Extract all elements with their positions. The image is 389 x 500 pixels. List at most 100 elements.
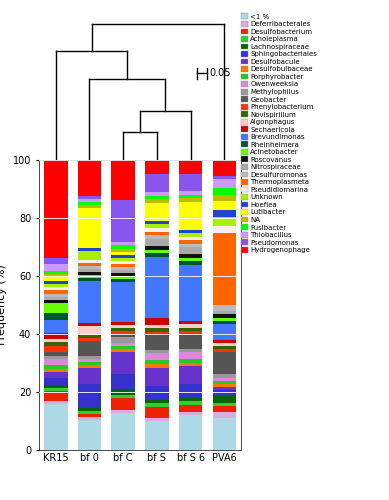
Bar [179, 262, 202, 265]
Bar [212, 390, 236, 396]
Bar [111, 328, 135, 331]
Bar [145, 364, 169, 368]
Bar [145, 336, 169, 350]
Bar [44, 313, 68, 320]
Bar [111, 264, 135, 267]
Bar [44, 378, 68, 385]
Bar [111, 273, 135, 276]
Bar [179, 160, 202, 174]
Bar [111, 279, 135, 282]
Bar [111, 248, 135, 252]
Bar [179, 234, 202, 237]
Bar [212, 179, 236, 188]
Bar [44, 160, 68, 258]
Bar [78, 368, 101, 384]
Bar [212, 305, 236, 312]
Bar [78, 414, 101, 417]
Bar [145, 418, 169, 422]
Bar [78, 362, 101, 366]
Bar [145, 404, 169, 407]
Bar [145, 239, 169, 246]
Bar [78, 335, 101, 338]
Bar [78, 356, 101, 360]
Bar [111, 252, 135, 254]
Bar [212, 402, 236, 406]
Bar [111, 254, 135, 258]
Bar [44, 346, 68, 352]
Text: 0.05: 0.05 [209, 68, 231, 78]
Bar [111, 267, 135, 270]
Bar [212, 343, 236, 346]
Bar [78, 384, 101, 407]
Bar [111, 389, 135, 395]
Bar [179, 240, 202, 244]
Bar [212, 321, 236, 324]
Bar [78, 408, 101, 410]
Bar [145, 368, 169, 386]
Y-axis label: Frequency (%): Frequency (%) [0, 264, 7, 345]
Bar [44, 300, 68, 304]
Bar [44, 320, 68, 332]
Bar [179, 254, 202, 258]
Bar [78, 160, 101, 196]
Bar [212, 340, 236, 343]
Bar [111, 322, 135, 325]
Bar [179, 415, 202, 450]
Bar [179, 398, 202, 401]
Bar [145, 253, 169, 256]
Bar [212, 387, 236, 390]
Bar [111, 414, 135, 450]
Bar [44, 366, 68, 368]
Bar [78, 208, 101, 248]
Bar [111, 325, 135, 328]
Bar [179, 362, 202, 366]
Bar [44, 388, 68, 392]
Bar [111, 352, 135, 374]
Bar [44, 290, 68, 294]
Bar [212, 312, 236, 314]
Bar [78, 323, 101, 326]
Bar [212, 210, 236, 216]
Bar [179, 195, 202, 198]
Bar [212, 352, 236, 374]
Bar [145, 250, 169, 253]
Bar [44, 404, 68, 450]
Bar [145, 386, 169, 400]
Bar [212, 318, 236, 321]
Bar [212, 349, 236, 352]
Bar [179, 366, 202, 384]
Bar [145, 174, 169, 192]
Bar [179, 331, 202, 334]
Bar [44, 339, 68, 342]
Bar [212, 324, 236, 340]
Bar [44, 278, 68, 280]
Bar [44, 287, 68, 290]
Bar [78, 341, 101, 356]
Bar [145, 232, 169, 235]
Bar [78, 250, 101, 260]
Bar [145, 228, 169, 232]
Bar [212, 226, 236, 232]
Bar [145, 196, 169, 200]
Legend: <1 %, Deferribacterales, Desulfobacterium, Acholeplasma, Lachnospiraceae, Sphing: <1 %, Deferribacterales, Desulfobacteriu… [241, 14, 317, 253]
Bar [111, 395, 135, 398]
Bar [78, 260, 101, 262]
Bar [179, 320, 202, 324]
Bar [44, 297, 68, 300]
Bar [145, 324, 169, 328]
Bar [212, 314, 236, 318]
Bar [111, 337, 135, 343]
Bar [78, 196, 101, 200]
Bar [111, 410, 135, 414]
Bar [78, 278, 101, 281]
Bar [212, 346, 236, 349]
Bar [212, 418, 236, 450]
Bar [145, 400, 169, 404]
Bar [78, 200, 101, 202]
Bar [111, 260, 135, 264]
Bar [212, 201, 236, 210]
Bar [78, 272, 101, 275]
Bar [44, 280, 68, 284]
Bar [111, 374, 135, 389]
Bar [44, 342, 68, 345]
